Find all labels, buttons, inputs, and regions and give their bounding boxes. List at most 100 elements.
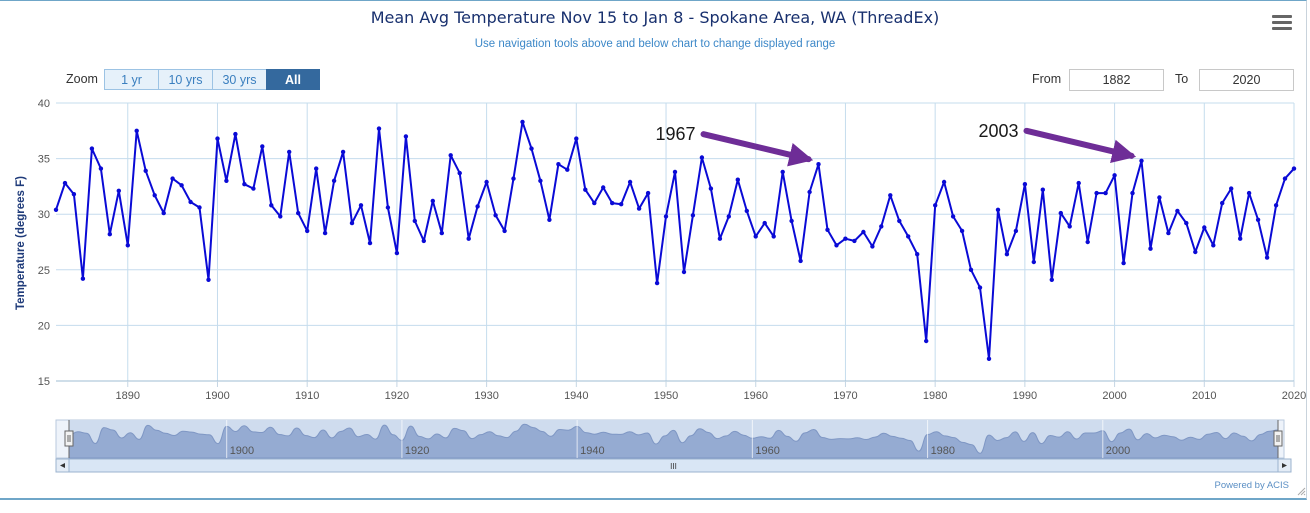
- resize-handle-icon[interactable]: [1296, 486, 1306, 496]
- temperature-series[interactable]: [53, 119, 1297, 361]
- y-tick-label: 30: [38, 209, 50, 221]
- y-tick-label: 20: [38, 320, 50, 332]
- data-point: [556, 162, 561, 167]
- from-label: From: [1032, 72, 1062, 86]
- data-point: [1238, 236, 1243, 241]
- series-line: [55, 120, 1295, 360]
- annotation-arrow: [1023, 127, 1137, 164]
- data-point: [475, 204, 480, 209]
- data-point: [1049, 277, 1055, 282]
- data-point: [484, 179, 489, 185]
- data-point: [170, 176, 175, 181]
- scroll-left-arrow-icon: [60, 463, 65, 468]
- menu-bar-top: [1272, 15, 1292, 18]
- data-point: [1094, 190, 1099, 196]
- data-point: [645, 190, 651, 196]
- data-point: [161, 210, 166, 216]
- zoom-1yr-button[interactable]: 1 yr: [104, 69, 159, 90]
- data-point: [367, 240, 373, 246]
- menu-bar-bottom: [1272, 27, 1292, 30]
- data-point: [71, 192, 77, 197]
- data-point: [950, 214, 956, 219]
- data-point: [529, 146, 534, 151]
- data-point: [619, 202, 624, 207]
- data-point: [197, 205, 202, 210]
- data-point: [1175, 208, 1180, 214]
- y-axis-ticks: 15 20 25 30 35 40: [38, 98, 50, 388]
- hamburger-menu-icon[interactable]: [1272, 15, 1292, 31]
- powered-by-credit[interactable]: Powered by ACIS: [1214, 480, 1289, 491]
- y-tick-label: 15: [38, 376, 50, 388]
- zoom-all-button[interactable]: All: [266, 69, 320, 90]
- data-point: [143, 168, 148, 173]
- data-point: [1193, 249, 1198, 255]
- data-point: [107, 232, 113, 237]
- navigator-tick-label: 1980: [931, 445, 955, 457]
- data-point: [152, 193, 157, 198]
- data-point: [780, 169, 785, 175]
- annotation-label: 1967: [655, 124, 695, 144]
- data-point: [834, 243, 839, 248]
- x-tick-label: 1930: [474, 390, 498, 402]
- navigator-right-handle[interactable]: [1273, 430, 1283, 447]
- data-point: [1202, 225, 1207, 230]
- data-point: [852, 238, 857, 244]
- data-point: [53, 207, 59, 212]
- data-point: [62, 180, 68, 186]
- chart-subtitle: Use navigation tools above and below cha…: [474, 38, 836, 50]
- data-point: [861, 229, 866, 235]
- x-tick-label: 1910: [295, 390, 319, 402]
- data-point: [690, 213, 696, 218]
- x-tick-label: 1990: [1013, 390, 1037, 402]
- data-point: [305, 228, 310, 234]
- data-point: [1013, 228, 1019, 234]
- data-point: [349, 220, 355, 226]
- data-point: [1246, 190, 1252, 196]
- data-point: [1157, 195, 1162, 200]
- data-point: [1130, 190, 1135, 196]
- data-point: [807, 189, 812, 195]
- data-point: [1139, 158, 1144, 163]
- data-point: [933, 203, 938, 208]
- from-input[interactable]: 1882: [1069, 69, 1164, 91]
- data-point: [269, 203, 274, 208]
- data-point: [726, 214, 731, 219]
- zoom-button-group: 1 yr 10 yrs 30 yrs All: [104, 69, 320, 90]
- data-point: [762, 220, 767, 226]
- data-point: [331, 178, 337, 183]
- data-point: [915, 252, 920, 257]
- data-point: [1273, 203, 1279, 208]
- navigator-left-handle[interactable]: [64, 430, 74, 447]
- data-point: [968, 267, 974, 272]
- menu-bar-middle: [1272, 21, 1292, 24]
- data-point: [134, 128, 139, 133]
- data-point: [206, 277, 211, 282]
- data-point: [448, 153, 453, 158]
- data-point: [744, 208, 749, 214]
- data-point: [1264, 255, 1270, 260]
- data-point: [1148, 246, 1153, 251]
- data-point: [116, 188, 122, 193]
- x-tick-label: 2020: [1282, 390, 1306, 402]
- data-point: [977, 285, 983, 290]
- data-point: [879, 224, 884, 229]
- data-point: [278, 214, 283, 219]
- data-point: [825, 227, 830, 232]
- data-point: [1121, 260, 1126, 266]
- navigator-tick-label: 1900: [230, 445, 254, 457]
- data-point: [233, 131, 238, 137]
- data-point: [1004, 252, 1010, 257]
- data-point: [601, 185, 606, 190]
- data-point: [1184, 220, 1189, 226]
- data-point: [358, 203, 364, 208]
- to-input[interactable]: 2020: [1199, 69, 1294, 91]
- navigator-tick-label: 2000: [1106, 445, 1130, 457]
- x-tick-label: 1950: [654, 390, 678, 402]
- data-point: [1112, 173, 1117, 178]
- navigator[interactable]: 1900 1920 1940 1960 1980 2000 III: [55, 419, 1292, 473]
- zoom-30yrs-button[interactable]: 30 yrs: [212, 69, 267, 90]
- annotation-label: 2003: [978, 121, 1018, 141]
- data-point: [1103, 190, 1108, 196]
- data-point: [1282, 176, 1288, 181]
